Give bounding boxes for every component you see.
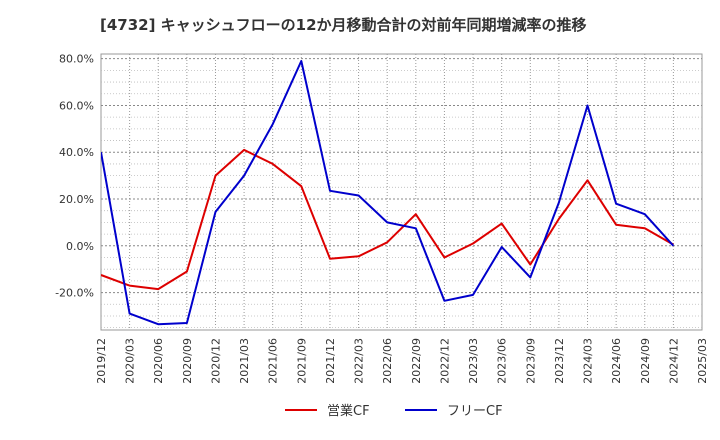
x-tick-label: 2024/03 (582, 338, 595, 384)
y-tick-label: 0.0% (66, 240, 94, 253)
series-line-2 (101, 60, 675, 326)
legend-label-1: 営業CF (327, 403, 370, 419)
x-tick-label: 2022/06 (381, 338, 394, 384)
x-tick-label: 2022/09 (410, 338, 423, 384)
x-tick-label: 2021/09 (295, 338, 308, 384)
y-tick-label: 60.0% (59, 99, 94, 112)
x-tick-label: 2024/09 (639, 338, 652, 384)
chart-title: [4732] キャッシュフローの12か月移動合計の対前年同期増減率の推移 (100, 16, 587, 34)
y-tick-label: 40.0% (59, 146, 94, 159)
x-tick-label: 2024/12 (667, 338, 680, 384)
x-tick-label: 2020/09 (181, 338, 194, 384)
x-tick-label: 2025/03 (696, 338, 709, 384)
x-tick-label: 2023/03 (467, 338, 480, 384)
x-tick-label: 2022/12 (438, 338, 451, 384)
x-tick-label: 2020/03 (124, 338, 137, 384)
y-tick-label: 80.0% (59, 53, 94, 66)
x-tick-label: 2020/12 (209, 338, 222, 384)
x-tick-label: 2023/09 (524, 338, 537, 384)
legend-label-2: フリーCF (447, 404, 503, 419)
x-tick-label: 2021/06 (267, 338, 280, 384)
x-tick-label: 2023/12 (553, 338, 566, 384)
x-tick-label: 2019/12 (95, 338, 108, 384)
series-line-1 (101, 148, 674, 291)
x-tick-label: 2021/03 (238, 338, 251, 384)
x-tick-label: 2024/06 (610, 338, 623, 384)
x-tick-label: 2022/03 (353, 338, 366, 384)
y-tick-label: 20.0% (59, 193, 94, 206)
x-tick-label: 2021/12 (324, 338, 337, 384)
y-tick-label: -20.0% (55, 287, 94, 300)
x-tick-label: 2023/06 (496, 338, 509, 384)
plot-area (100, 53, 703, 331)
x-tick-label: 2020/06 (152, 338, 165, 384)
